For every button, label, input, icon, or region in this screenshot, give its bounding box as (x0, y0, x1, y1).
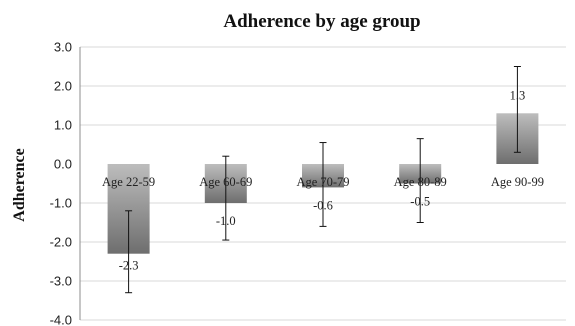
y-tick-label: 2.0 (54, 79, 72, 94)
data-label: -0.5 (410, 195, 430, 209)
y-tick-label: -1.0 (50, 196, 72, 211)
category-labels: Age 22-59 Age 60-69 Age 70-79 Age 80-89 Age … (102, 175, 544, 189)
data-label: -1.0 (216, 214, 236, 228)
category-label: Age 90-99 (491, 175, 544, 189)
y-axis-label: Adherence (11, 148, 28, 221)
data-labels: -2.3 -1.0 -0.6 -0.5 1.3 (119, 88, 526, 272)
y-tick-label: -2.0 (50, 235, 72, 250)
y-tick-label: 1.0 (54, 118, 72, 133)
error-bars (125, 66, 521, 294)
category-label: Age 80-89 (394, 175, 447, 189)
data-label: -0.6 (313, 198, 333, 212)
chart-title: Adherence by age group (223, 11, 420, 32)
y-tick-label: 0.0 (54, 157, 72, 172)
gridlines (79, 46, 566, 321)
category-label: Age 70-79 (296, 175, 349, 189)
y-tick-label: -4.0 (50, 313, 72, 326)
y-tick-label: 3.0 (54, 40, 72, 55)
y-tick-label: -3.0 (50, 274, 72, 289)
y-axis-ticks: 3.0 2.0 1.0 0.0 -1.0 -2.0 -3.0 -4.0 (50, 40, 72, 326)
data-label: 1.3 (510, 88, 526, 102)
category-label: Age 22-59 (102, 175, 155, 189)
data-label: -2.3 (119, 259, 139, 273)
category-label: Age 60-69 (199, 175, 252, 189)
